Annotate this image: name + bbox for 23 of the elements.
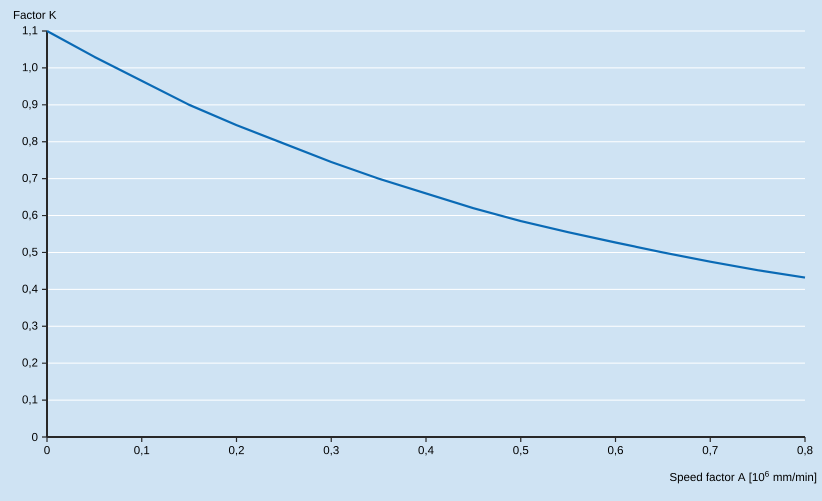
y-tick-label: 1,0: [22, 63, 38, 73]
y-tick-label: 0,8: [22, 136, 38, 146]
x-tick-label: 0,6: [608, 446, 623, 456]
y-tick-label: 0,6: [22, 210, 38, 220]
x-tick-label: 0,8: [797, 446, 812, 456]
x-axis-title: Speed factor A [10$^{6}$ mm/min]: [670, 471, 816, 484]
y-tick-label: 0,2: [22, 358, 38, 368]
y-tick-label: 0,1: [22, 395, 38, 405]
x-tick-label: 0,2: [228, 446, 244, 456]
y-tick-label: 1,1: [22, 26, 38, 36]
y-tick-label: 0,7: [22, 174, 38, 184]
y-tick-label: 0,9: [22, 100, 38, 110]
x-tick-label: 0,7: [702, 446, 718, 456]
x-tick-label: 0,4: [418, 446, 434, 456]
x-tick-label: 0,1: [134, 446, 150, 456]
x-tick-label: 0,5: [513, 446, 528, 456]
y-tick-label: 0,3: [22, 322, 38, 332]
x-tick-label: 0,3: [324, 446, 339, 456]
y-axis-title: Factor K: [14, 10, 56, 19]
y-tick-label: 0,4: [22, 284, 38, 294]
x-tick-label: 0: [44, 446, 50, 454]
y-tick-label: 0,5: [22, 248, 38, 258]
y-tick-label: 0: [32, 432, 38, 442]
